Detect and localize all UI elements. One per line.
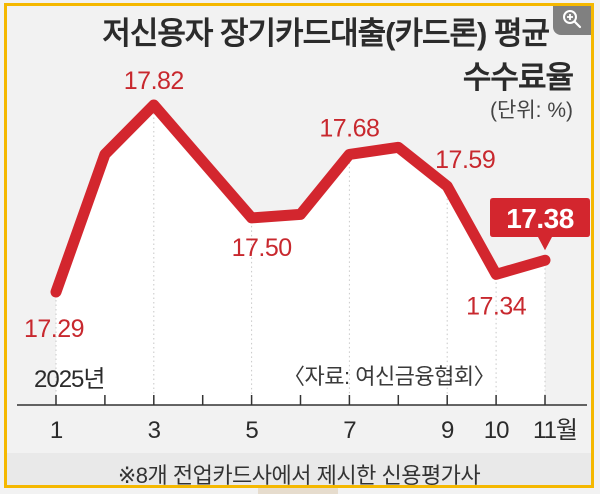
x-tick-label: 11월 [533, 417, 577, 444]
chart-title-line1: 저신용자 장기카드대출(카드론) 평균 [102, 16, 550, 51]
highlight-value: 17.38 [506, 203, 574, 234]
x-tick-label: 9 [441, 417, 454, 444]
data-line [50, 99, 551, 298]
footer-band [7, 453, 591, 485]
x-tick-label: 1 [50, 417, 63, 444]
x-tick-label: 5 [245, 417, 258, 444]
cut-off-text-fragment [258, 488, 338, 494]
area-fill [56, 105, 545, 405]
chart-frame: 1 3 5 7 9 10 11월 17.29 17.82 17.50 17.68 17.59 17.34… [4, 3, 594, 488]
data-label: 17.34 [466, 292, 527, 320]
data-label: 17.50 [232, 234, 292, 262]
source-label: 〈자료: 여신금융협회〉 [283, 364, 496, 389]
x-tick-label: 7 [343, 417, 356, 444]
line-chart: 1 3 5 7 9 10 11월 17.29 17.82 17.50 17.68 17.59 17.34… [17, 67, 590, 444]
zoom-button[interactable] [553, 6, 591, 35]
chart-title-line2: 수수료율 [462, 60, 574, 95]
zoom-in-icon [563, 10, 582, 29]
data-label: 17.29 [24, 315, 84, 343]
footnote: ※8개 전업카드사에서 제시한 신용평가사 [117, 463, 481, 488]
data-label: 17.82 [124, 67, 184, 95]
data-label: 17.59 [435, 146, 495, 174]
x-tick-label: 10 [484, 417, 509, 444]
highlight-callout [490, 198, 590, 251]
data-label: 17.68 [319, 114, 379, 142]
unit-label: (단위: %) [490, 99, 573, 122]
year-label: 2025년 [34, 366, 105, 393]
x-tick-label: 3 [148, 417, 161, 444]
